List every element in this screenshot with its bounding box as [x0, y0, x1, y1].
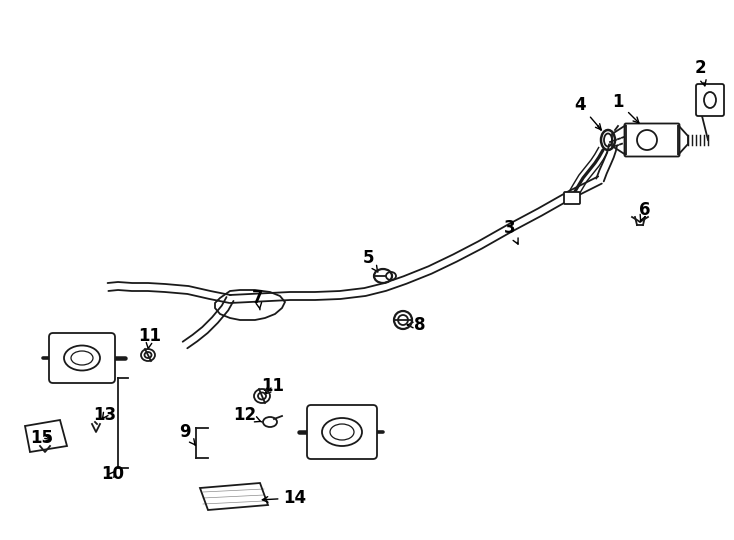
Text: 4: 4	[574, 96, 601, 130]
Text: 7: 7	[252, 289, 264, 310]
Text: 12: 12	[233, 406, 262, 424]
Text: 8: 8	[407, 316, 426, 334]
Text: 2: 2	[694, 59, 706, 86]
FancyBboxPatch shape	[49, 333, 115, 383]
Text: 3: 3	[504, 219, 518, 244]
FancyBboxPatch shape	[564, 192, 580, 204]
Text: 1: 1	[612, 93, 639, 123]
Text: 15: 15	[31, 429, 54, 447]
FancyBboxPatch shape	[696, 84, 724, 116]
Text: 9: 9	[179, 423, 195, 445]
Text: 14: 14	[262, 489, 307, 507]
Text: 13: 13	[93, 406, 117, 424]
Text: 10: 10	[101, 465, 125, 483]
Text: 11: 11	[139, 327, 161, 349]
Text: 5: 5	[363, 249, 378, 272]
FancyBboxPatch shape	[625, 124, 680, 157]
Text: 11: 11	[261, 377, 285, 395]
FancyBboxPatch shape	[307, 405, 377, 459]
Text: 6: 6	[639, 201, 651, 222]
